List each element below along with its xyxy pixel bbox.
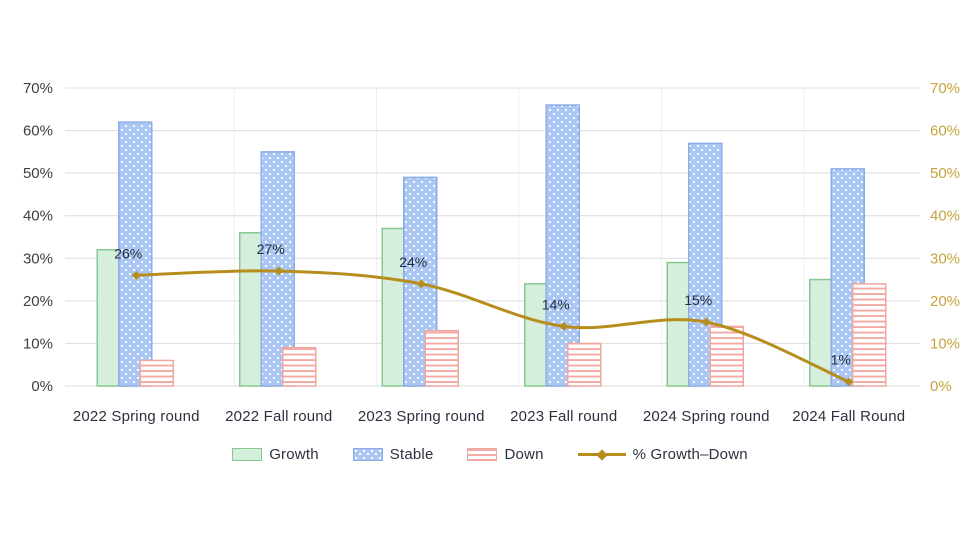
line-marker-5 bbox=[844, 377, 854, 387]
right-axis-tick: 70% bbox=[930, 80, 960, 97]
line-point-label-5: 1% bbox=[831, 352, 851, 368]
line-point-label-1: 27% bbox=[257, 241, 285, 257]
left-axis-tick: 60% bbox=[23, 123, 53, 140]
bar-down-4 bbox=[709, 325, 744, 387]
bar-stable-3 bbox=[545, 104, 580, 387]
x-axis-label-5: 2024 Fall Round bbox=[792, 408, 905, 425]
line-swatch-icon bbox=[577, 448, 626, 461]
x-axis-label-1: 2022 Fall round bbox=[225, 408, 332, 425]
left-axis-tick: 40% bbox=[23, 208, 53, 225]
line-point-label-3: 14% bbox=[542, 296, 570, 312]
legend-label-growth-down: % Growth–Down bbox=[632, 446, 748, 463]
left-axis-tick: 50% bbox=[23, 165, 53, 182]
legend-label-down: Down bbox=[504, 446, 544, 463]
bar-down-0 bbox=[139, 359, 174, 387]
right-axis-tick: 40% bbox=[930, 208, 960, 225]
right-axis-tick: 60% bbox=[930, 123, 960, 140]
x-axis-label-2: 2023 Spring round bbox=[358, 408, 485, 425]
line-point-label-4: 15% bbox=[684, 292, 712, 308]
line-point-label-0: 26% bbox=[114, 245, 142, 261]
left-axis-tick: 70% bbox=[23, 80, 53, 97]
legend-item-growth: Growth bbox=[232, 446, 319, 463]
bar-down-3 bbox=[567, 342, 602, 387]
bar-stable-0 bbox=[118, 121, 153, 387]
right-axis-tick: 30% bbox=[930, 250, 960, 267]
legend-label-growth: Growth bbox=[269, 446, 319, 463]
right-axis-tick: 0% bbox=[930, 378, 952, 395]
line-marker-2 bbox=[416, 279, 426, 289]
stable-swatch-icon bbox=[352, 448, 383, 461]
line-marker-4 bbox=[701, 317, 711, 327]
chart-legend: Growth Stable Down % Growth–Down bbox=[0, 446, 980, 463]
line-point-label-2: 24% bbox=[399, 254, 427, 270]
right-axis-tick: 10% bbox=[930, 335, 960, 352]
x-axis-label-0: 2022 Spring round bbox=[73, 408, 200, 425]
left-axis-tick: 20% bbox=[23, 293, 53, 310]
x-axis-label-3: 2023 Fall round bbox=[510, 408, 617, 425]
bar-down-1 bbox=[282, 346, 317, 387]
growth-swatch-icon bbox=[232, 448, 263, 461]
legend-item-down: Down bbox=[467, 446, 543, 463]
bar-down-5 bbox=[852, 283, 887, 387]
left-axis-tick: 10% bbox=[23, 335, 53, 352]
left-axis-tick: 30% bbox=[23, 250, 53, 267]
legend-label-stable: Stable bbox=[389, 446, 434, 463]
line-marker-1 bbox=[274, 266, 284, 276]
down-swatch-icon bbox=[467, 448, 498, 461]
right-axis-tick: 50% bbox=[930, 165, 960, 182]
growth-down-line bbox=[136, 269, 850, 384]
line-marker-3 bbox=[559, 321, 569, 331]
legend-item-stable: Stable bbox=[352, 446, 434, 463]
x-axis-label-4: 2024 Spring round bbox=[643, 408, 770, 425]
right-axis-tick: 20% bbox=[930, 293, 960, 310]
line-marker-0 bbox=[131, 270, 141, 280]
bar-down-2 bbox=[424, 329, 459, 387]
legend-item-growth-down-line: % Growth–Down bbox=[577, 446, 748, 463]
left-axis-tick: 0% bbox=[31, 378, 53, 395]
